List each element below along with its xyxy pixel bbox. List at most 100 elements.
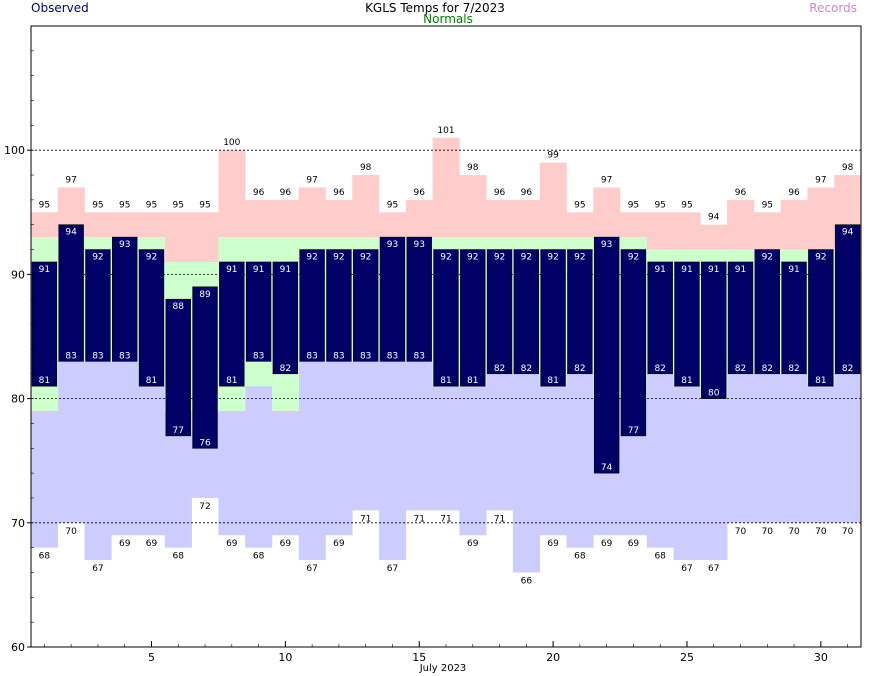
record-low-label: 68: [574, 552, 586, 562]
observed-bar: [513, 249, 540, 375]
record-low-label: 69: [547, 539, 559, 549]
axes: 60 70 80 90 100 5 10 15 20 25 30 July 2023: [4, 25, 862, 674]
observed-bar: [31, 261, 58, 387]
observed-high-label: 92: [574, 253, 585, 263]
record-low-band: [138, 386, 166, 536]
record-high-label: 101: [437, 126, 454, 136]
record-low-label: 68: [253, 552, 265, 562]
record-high-label: 95: [39, 200, 50, 210]
x-tick-label: 30: [814, 651, 828, 664]
record-high-label: 97: [65, 175, 76, 185]
record-high-band: [405, 199, 433, 238]
record-low-label: 70: [735, 527, 747, 537]
legend-observed-label: Observed: [31, 1, 89, 15]
record-high-band: [352, 175, 380, 238]
observed-bar: [379, 236, 406, 362]
record-high-label: 98: [842, 163, 854, 173]
record-low-label: 67: [681, 564, 692, 574]
record-low-label: 71: [440, 514, 451, 524]
record-low-label: 69: [467, 539, 479, 549]
observed-bar: [165, 298, 191, 437]
observed-low-label: 82: [494, 364, 505, 374]
value-labels: 95 68 97 70 95 67 95 69 95 69 95 68 95 72 100 69 96 68 96 6…: [39, 126, 854, 587]
observed-bar: [112, 236, 138, 362]
observed-low-label: 82: [654, 364, 665, 374]
observed-bar: [433, 249, 459, 387]
observed-low-label: 83: [65, 351, 76, 361]
observed-low-label: 81: [467, 376, 478, 386]
observed-bar: [299, 249, 325, 362]
observed-high-label: 92: [762, 253, 773, 263]
record-low-band: [111, 361, 139, 536]
observed-low-label: 83: [387, 351, 398, 361]
record-low-label: 68: [39, 552, 51, 562]
observed-high-label: 92: [306, 253, 317, 263]
observed-high-label: 92: [547, 253, 558, 263]
record-high-label: 95: [681, 200, 692, 210]
observed-bar: [58, 224, 84, 362]
observed-bar: [85, 249, 111, 362]
observed-bar: [647, 261, 673, 375]
record-low-band: [512, 373, 541, 573]
observed-high-label: 91: [226, 265, 237, 275]
record-low-band: [432, 386, 460, 511]
observed-bar: [754, 249, 780, 375]
record-low-band: [271, 411, 300, 536]
record-high-label: 97: [306, 175, 317, 185]
observed-low-label: 81: [681, 376, 692, 386]
observed-high-label: 92: [494, 253, 505, 263]
observed-bar: [727, 261, 754, 375]
observed-low-label: 82: [762, 364, 773, 374]
observed-bar: [620, 249, 647, 437]
record-high-band: [646, 212, 674, 250]
record-high-label: 95: [173, 200, 184, 210]
record-low-band: [539, 386, 567, 536]
record-low-label: 67: [387, 564, 398, 574]
record-low-band: [84, 361, 112, 561]
record-low-label: 71: [413, 514, 424, 524]
record-high-band: [780, 199, 808, 250]
observed-high-label: 92: [333, 253, 344, 263]
record-high-label: 98: [360, 163, 372, 173]
record-high-band: [111, 212, 139, 238]
record-high-label: 95: [146, 200, 157, 210]
record-low-band: [379, 361, 407, 561]
x-axis-label: July 2023: [419, 663, 467, 674]
record-low-band: [673, 386, 701, 561]
record-low-label: 70: [815, 527, 827, 537]
observed-bar: [460, 249, 486, 387]
observed-bar: [272, 261, 299, 375]
record-high-label: 95: [387, 200, 398, 210]
record-high-band: [753, 212, 781, 250]
observed-low-label: 83: [413, 351, 424, 361]
observed-high-label: 91: [681, 265, 692, 275]
y-tick-label: 70: [11, 517, 25, 530]
record-low-label: 68: [173, 552, 185, 562]
record-high-label: 95: [628, 200, 639, 210]
record-high-label: 97: [601, 175, 612, 185]
observed-low-label: 83: [360, 351, 371, 361]
record-high-label: 95: [654, 200, 665, 210]
record-high-band: [700, 224, 728, 250]
record-high-label: 96: [333, 188, 345, 198]
record-high-band: [593, 187, 621, 238]
record-high-label: 96: [494, 188, 506, 198]
record-low-label: 69: [628, 539, 640, 549]
observed-low-label: 74: [601, 463, 613, 473]
observed-bars: [31, 224, 861, 474]
observed-low-label: 82: [521, 364, 532, 374]
record-low-band: [700, 398, 728, 561]
observed-high-label: 92: [467, 253, 478, 263]
observed-high-label: 89: [199, 290, 211, 300]
observed-high-label: 92: [628, 253, 639, 263]
record-high-band: [486, 199, 514, 238]
record-high-label: 95: [92, 200, 103, 210]
observed-high-label: 91: [280, 265, 291, 275]
observed-low-label: 81: [39, 376, 50, 386]
record-high-band: [727, 199, 755, 250]
observed-bar: [192, 286, 218, 449]
record-low-label: 69: [333, 539, 345, 549]
record-high-band: [298, 187, 326, 238]
record-high-band: [673, 212, 701, 250]
chart-title: KGLS Temps for 7/2023: [365, 1, 505, 15]
